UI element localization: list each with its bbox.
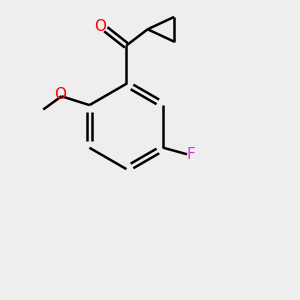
Text: O: O [54, 87, 66, 102]
Text: O: O [94, 20, 106, 34]
Text: F: F [186, 147, 195, 162]
